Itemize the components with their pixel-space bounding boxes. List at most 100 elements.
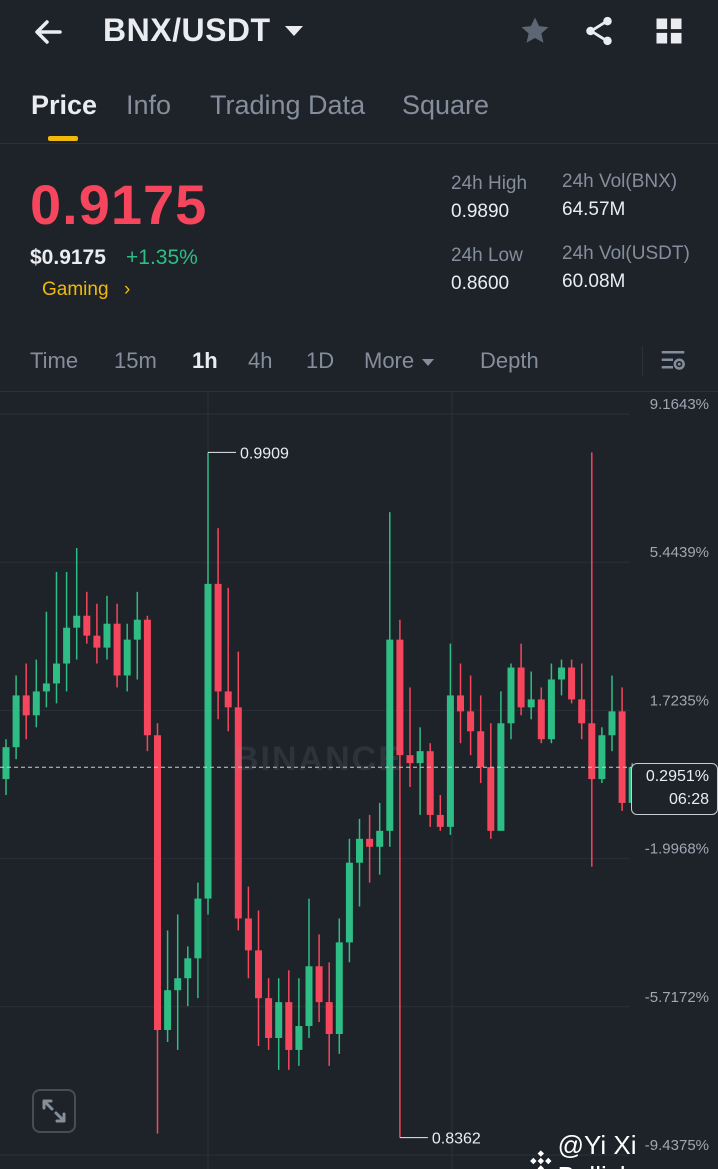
binance-logo-icon <box>530 1150 552 1169</box>
pair-title: BNX/USDT <box>103 12 271 48</box>
candle-body <box>73 615 81 628</box>
candle-body <box>265 998 273 1038</box>
chevron-right-icon[interactable]: › <box>124 279 131 300</box>
candle-body <box>194 898 202 959</box>
main-tabs: Price Info Trading Data Square <box>0 82 718 144</box>
low-value: 0.8600 <box>451 273 510 294</box>
candle-body <box>598 735 606 780</box>
candle-body <box>497 723 505 831</box>
candle-body <box>477 731 485 768</box>
exchange-watermark: BINANCE <box>234 740 403 778</box>
candle-body <box>204 583 212 899</box>
candle-body <box>133 619 141 640</box>
last-price: 0.9175 <box>30 173 208 236</box>
candle-body <box>376 830 384 847</box>
high-label: 24h High <box>451 173 528 194</box>
candle-body <box>53 663 60 684</box>
back-arrow-icon[interactable] <box>30 12 70 52</box>
tab-square[interactable]: Square <box>402 90 490 120</box>
candle-body <box>113 623 121 676</box>
depth-tab[interactable]: Depth <box>480 348 539 373</box>
candle-body <box>507 667 515 724</box>
category-link[interactable]: Gaming <box>42 279 109 300</box>
candle-body <box>335 942 343 1035</box>
candle-body <box>224 691 232 708</box>
candle-body <box>244 918 252 951</box>
interval-15m[interactable]: 15m <box>114 348 157 373</box>
y-axis-tick-label: 1.7235% <box>650 692 709 709</box>
interval-1h[interactable]: 1h <box>192 348 218 373</box>
candle-body <box>436 814 444 827</box>
candle-body <box>184 958 192 979</box>
candle-body <box>2 747 10 780</box>
high-value: 0.9890 <box>451 201 510 222</box>
candle-body <box>164 990 172 1031</box>
caret-down-icon <box>422 358 435 366</box>
candle-body <box>517 667 525 708</box>
candle-body <box>558 667 565 680</box>
low-marker-label: 0.8362 <box>432 1131 481 1148</box>
tab-price[interactable]: Price <box>31 90 98 120</box>
interval-1d[interactable]: 1D <box>306 348 335 373</box>
candle-body <box>416 751 424 764</box>
pair-selector[interactable]: BNX/USDT <box>103 12 303 49</box>
author-credit: @Yi Xi Bullish <box>528 1130 718 1169</box>
vol-base-value: 64.57M <box>562 199 626 220</box>
candle-body <box>487 767 495 831</box>
candle-body <box>356 838 363 863</box>
interval-more[interactable]: More <box>364 348 435 374</box>
fullscreen-expand-icon[interactable] <box>32 1089 76 1133</box>
candle-body <box>457 695 464 712</box>
y-axis-tick-label: -5.7172% <box>645 989 709 1006</box>
candle-body <box>83 615 91 636</box>
candle-body <box>123 639 131 676</box>
candle-body <box>588 723 596 780</box>
candle-body <box>12 695 20 748</box>
candle-body <box>608 711 616 736</box>
candle-body <box>547 679 555 740</box>
candle-body <box>32 691 40 716</box>
divider <box>642 346 643 376</box>
grid-menu-icon[interactable] <box>654 16 684 51</box>
high-marker-label: 0.9909 <box>240 445 289 462</box>
candle-body <box>285 1002 293 1050</box>
y-axis-tick-label: -9.4375% <box>645 1137 709 1154</box>
candle-body <box>154 735 161 1031</box>
candle-body <box>103 623 111 648</box>
top-bar: BNX/USDT <box>0 0 718 64</box>
current-price-tag: 0.2951% 06:28 <box>631 763 718 815</box>
chart-settings-icon[interactable] <box>658 346 688 381</box>
candles <box>2 452 636 1138</box>
candle-body <box>325 1002 333 1035</box>
candle-body <box>578 699 586 724</box>
candle-body <box>618 711 626 803</box>
interval-4h[interactable]: 4h <box>248 348 273 373</box>
share-icon[interactable] <box>582 14 616 53</box>
candle-body <box>42 683 50 692</box>
y-axis-tick-label: -1.9968% <box>645 841 709 858</box>
price-change-percent: +1.35% <box>126 246 198 269</box>
candle-body <box>305 966 313 1027</box>
candle-body <box>396 639 404 756</box>
candle-body <box>386 639 394 831</box>
candle-body <box>214 583 222 692</box>
vol-base-label: 24h Vol(BNX) <box>562 171 678 192</box>
vol-quote-value: 60.08M <box>562 271 626 292</box>
candle-body <box>406 755 414 764</box>
interval-time[interactable]: Time <box>30 348 79 373</box>
y-axis-tick-label: 5.4439% <box>650 544 709 561</box>
tab-info[interactable]: Info <box>126 90 172 120</box>
candle-countdown: 06:28 <box>668 791 709 808</box>
candle-body <box>467 711 475 732</box>
active-tab-indicator <box>48 136 78 141</box>
vol-quote-label: 24h Vol(USDT) <box>562 243 690 264</box>
candle-body <box>527 699 535 708</box>
candle-body <box>22 695 30 716</box>
candle-body <box>255 950 262 999</box>
candle-body <box>568 667 576 700</box>
tab-trading-data[interactable]: Trading Data <box>210 90 366 120</box>
star-icon[interactable] <box>518 14 552 53</box>
candlestick-chart[interactable]: 0.9909 0.8362 9.1643% 5.4439% 1.7235% -1.996… <box>0 392 718 1169</box>
y-axis-labels: 9.1643% 5.4439% 1.7235% -1.9968% -5.7172% -9.… <box>645 396 709 1154</box>
candle-body <box>174 978 182 991</box>
